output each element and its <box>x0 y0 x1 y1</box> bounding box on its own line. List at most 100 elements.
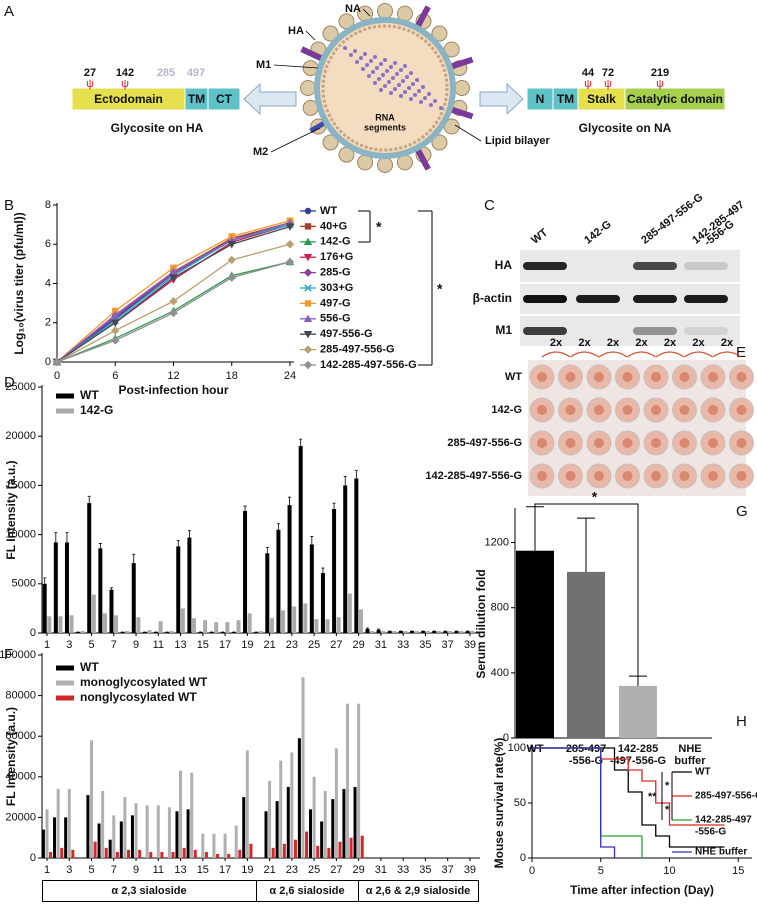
na-domain-label: Stalk <box>587 92 616 106</box>
bar <box>409 631 414 633</box>
error-bar <box>65 532 69 543</box>
bar <box>332 509 337 633</box>
rna-segment <box>423 96 427 100</box>
bar <box>398 631 403 633</box>
bar <box>47 616 52 633</box>
bar <box>198 632 203 633</box>
bar <box>309 544 314 633</box>
bar <box>264 811 268 858</box>
series-line <box>56 225 291 363</box>
bar <box>258 631 263 633</box>
bar <box>275 801 279 858</box>
bar <box>64 542 69 633</box>
bar <box>186 809 190 858</box>
well-center <box>679 372 690 382</box>
na-domain-label: N <box>536 92 545 106</box>
bar <box>108 839 112 858</box>
error-bar <box>54 532 58 543</box>
bar <box>249 843 253 858</box>
bar <box>86 795 90 858</box>
rna-segment <box>433 99 437 103</box>
error-bar <box>98 543 102 549</box>
marker <box>111 326 120 335</box>
error-bar <box>176 540 180 547</box>
x-tick-label: 15 <box>197 864 209 876</box>
marker <box>52 357 62 367</box>
bar <box>316 845 320 858</box>
x-tick-label: 285-497 <box>566 743 606 755</box>
bar <box>234 825 238 858</box>
ha-spike <box>431 134 448 151</box>
bar <box>101 791 105 858</box>
well-center <box>565 438 576 448</box>
bar <box>292 606 297 633</box>
x-tick-label: 25 <box>308 864 320 876</box>
x-tick-label: 6 <box>112 370 118 382</box>
series-line <box>56 223 291 363</box>
bar <box>516 550 554 738</box>
x-tick-label: 33 <box>397 864 409 876</box>
survival-curve <box>532 747 725 848</box>
legend-label: 497-556-G <box>320 328 373 340</box>
rna-segment <box>421 85 425 89</box>
bar <box>243 510 248 633</box>
well-center <box>594 405 604 415</box>
blot-band <box>576 295 620 303</box>
marker <box>285 223 295 231</box>
x-tick-label: 39 <box>464 639 476 651</box>
y-axis-title: FL Intensity (a.u.) <box>4 707 18 806</box>
y-tick-label: 800 <box>491 602 509 614</box>
x-tick-label: 27 <box>330 864 342 876</box>
rna-segment <box>399 94 403 98</box>
bar <box>67 788 71 858</box>
y-tick-label: 60000 <box>5 730 36 742</box>
rna-segment <box>409 71 413 75</box>
significance: ** <box>648 791 657 803</box>
x-tick-label: 19 <box>241 639 253 651</box>
x-tick-label: 23 <box>286 864 298 876</box>
bar <box>119 821 123 858</box>
well-center <box>651 372 661 382</box>
bar <box>381 631 386 633</box>
x-tick-label: 17 <box>219 864 231 876</box>
error-bar <box>321 567 325 573</box>
x-tick-label: 10 <box>663 865 675 877</box>
marker <box>285 257 295 267</box>
rna-segment <box>393 87 397 91</box>
marker <box>111 336 120 345</box>
rna-segment <box>343 46 347 50</box>
bar <box>231 632 236 633</box>
well-center <box>565 372 576 382</box>
bar <box>349 837 353 858</box>
panel-letter: A <box>4 3 14 20</box>
bar <box>104 847 108 858</box>
group-label: α 2,6 sialoside <box>269 885 344 897</box>
rna-segment <box>389 91 393 95</box>
rna-segment <box>367 74 371 78</box>
bar <box>470 631 475 633</box>
bar <box>347 593 352 633</box>
legend-label: WT <box>80 660 99 674</box>
ha-spike <box>377 3 393 19</box>
glycan-symbol: ψ <box>604 78 612 90</box>
bar <box>171 851 175 858</box>
arrow <box>243 82 297 116</box>
glycosite-number: 44 <box>582 67 595 79</box>
y-tick-label: 0 <box>30 852 36 864</box>
error-bar <box>109 587 113 590</box>
ha-domain-label: TM <box>188 92 205 106</box>
x-tick-label: NHE <box>678 743 701 755</box>
bar <box>376 630 381 633</box>
marker <box>169 308 178 318</box>
blot-band <box>633 327 677 335</box>
bar <box>265 553 270 633</box>
marker <box>304 300 312 307</box>
bar <box>98 548 103 633</box>
marker <box>304 207 312 215</box>
ha-spike <box>322 25 339 42</box>
virus-label: NA <box>345 3 361 15</box>
error-bar <box>265 546 269 554</box>
bar <box>282 843 286 858</box>
legend-swatch <box>56 393 74 399</box>
x-tick-label: 19 <box>241 864 253 876</box>
